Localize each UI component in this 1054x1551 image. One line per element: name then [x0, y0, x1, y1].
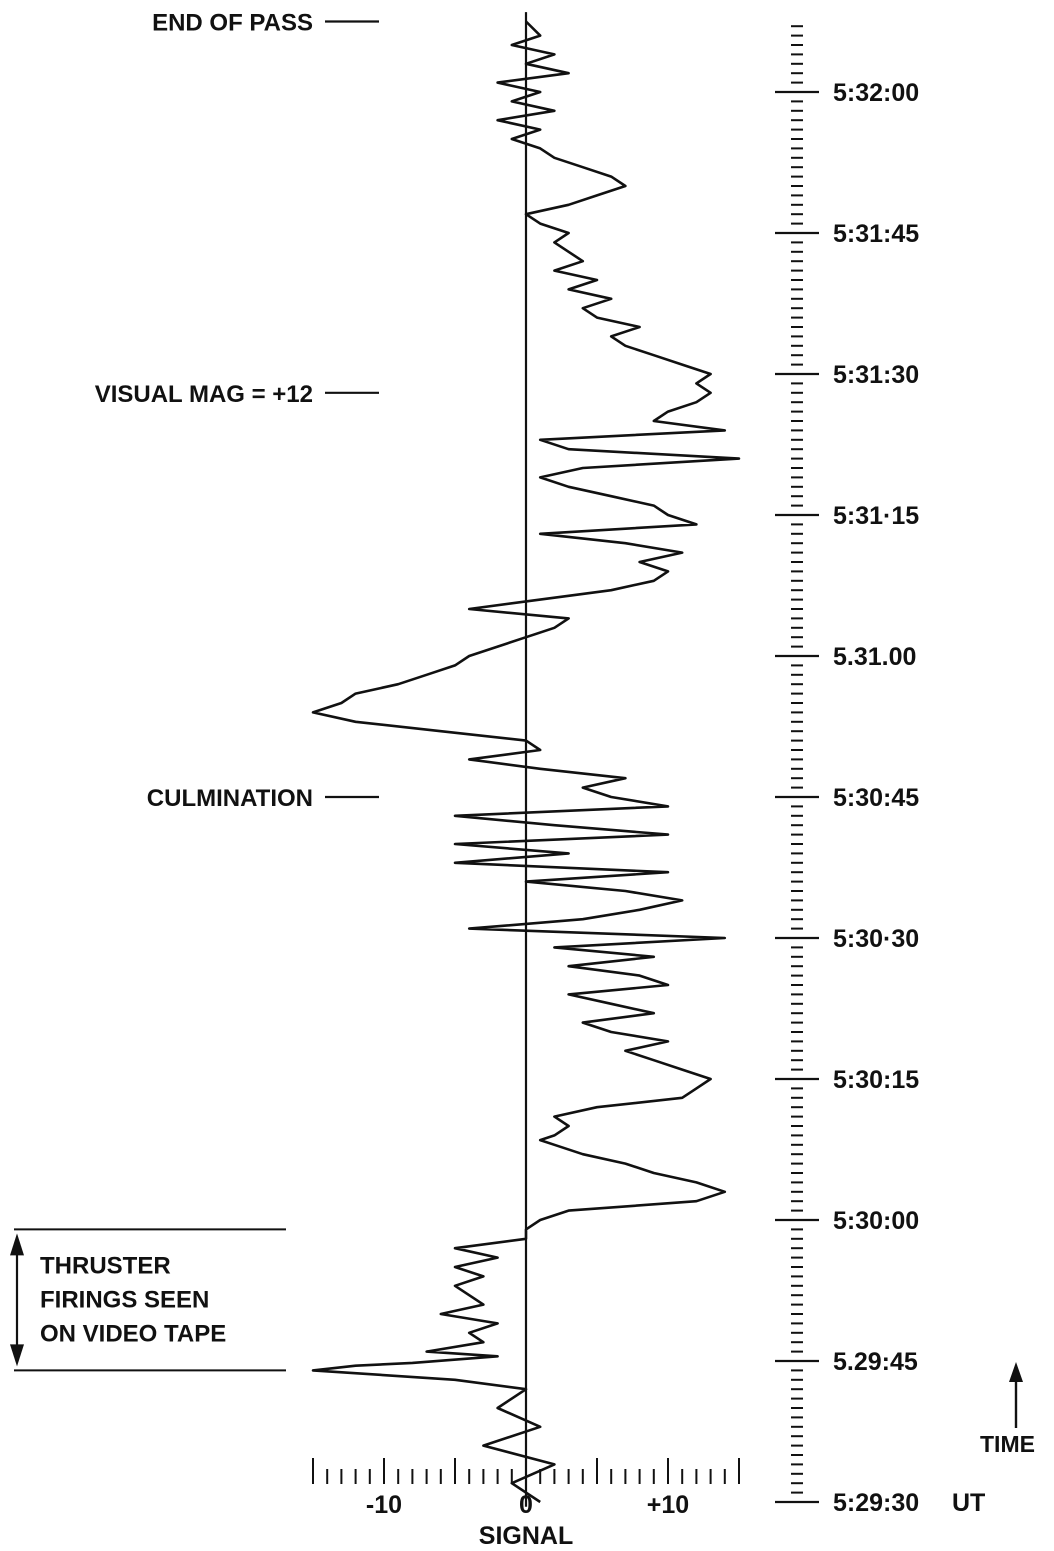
annotation-label: CULMINATION	[147, 785, 313, 812]
arrow-down-icon	[10, 1344, 24, 1367]
annotation-label: VISUAL MAG = +12	[95, 381, 313, 408]
time-tick-label: 5:30·30	[833, 925, 919, 953]
thruster-annotation-line: FIRINGS SEEN	[40, 1286, 209, 1313]
time-tick-label: 5:30:00	[833, 1207, 919, 1235]
time-tick-label: 5:29:30	[833, 1489, 919, 1517]
time-direction-label: TIME	[980, 1431, 1035, 1457]
time-tick-label: 5:31:30	[833, 361, 919, 389]
time-tick-label: 5.31.00	[833, 643, 916, 671]
signal-tick-label: 0	[519, 1491, 533, 1519]
time-tick-label: 5:31:45	[833, 220, 919, 248]
plot-area	[311, 12, 741, 1507]
signal-trace-line	[311, 20, 741, 1504]
thruster-annotation-line: ON VIDEO TAPE	[40, 1320, 226, 1347]
signal-tick-label: +10	[647, 1491, 689, 1519]
time-unit-label: UT	[952, 1489, 985, 1517]
thruster-annotation-line: THRUSTER	[40, 1252, 171, 1279]
signal-axis-title: SIGNAL	[479, 1522, 573, 1550]
time-tick-label: 5:32:00	[833, 79, 919, 107]
signal-tick-label: -10	[366, 1491, 402, 1519]
time-axis: 5:29:30 5.29:45 5:30:00 5:30:15 5:30·30 5:30:…	[775, 25, 1035, 1517]
time-tick-label: 5.29:45	[833, 1348, 918, 1376]
signal-axis: -10 0 +10 SIGNAL	[312, 1458, 740, 1550]
time-tick-label: 5:31·15	[833, 502, 919, 530]
time-tick-label: 5:30:45	[833, 784, 919, 812]
annotation-label: END OF PASS	[152, 10, 313, 37]
time-tick-label: 5:30:15	[833, 1066, 919, 1094]
arrow-up-icon	[10, 1233, 24, 1256]
time-arrow-head-icon	[1009, 1362, 1023, 1382]
annotations: END OF PASS VISUAL MAG = +12 CULMINATION TH…	[10, 10, 379, 1372]
